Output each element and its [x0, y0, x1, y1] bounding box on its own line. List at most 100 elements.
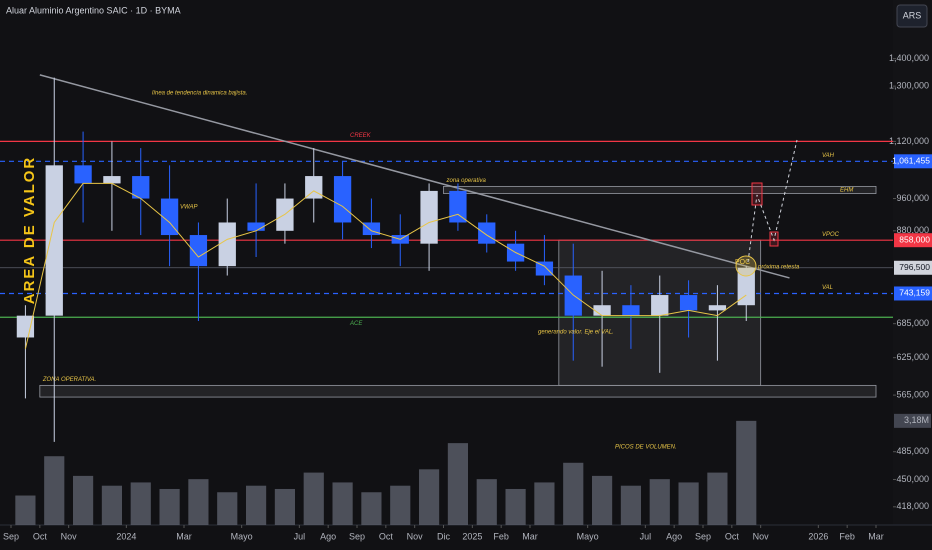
volume-bar — [649, 479, 670, 525]
candle-body — [679, 295, 698, 311]
projection-box — [751, 182, 763, 206]
x-tick-label: Oct — [725, 531, 740, 541]
volume-bar — [418, 469, 440, 525]
candle-body — [478, 222, 496, 244]
candle-body — [593, 305, 611, 316]
volume-label: 3,18M — [904, 415, 929, 425]
volume-bar — [534, 482, 555, 525]
volume-bar — [505, 488, 526, 525]
price-label-bg — [894, 233, 932, 248]
x-tick-label: 2024 — [116, 531, 136, 541]
volume-bar — [736, 420, 757, 525]
x-tick-label: Ago — [666, 531, 682, 541]
candle-body — [305, 176, 323, 199]
y-tick-label: 1,120,000 — [889, 136, 929, 146]
level-name: VAH — [822, 153, 835, 159]
ehm-label: EHM — [840, 188, 853, 194]
x-tick-label: Mayo — [231, 531, 253, 541]
x-tick-label: Nov — [407, 531, 424, 541]
candle-body — [189, 235, 208, 267]
vwap-line — [24, 182, 747, 349]
retest-label: próxima retesta — [757, 265, 800, 271]
candle-body — [74, 165, 92, 184]
poc-marker — [735, 255, 757, 277]
zone-label: zona operativa — [446, 178, 487, 184]
y-tick-label: 1,400,000 — [889, 53, 929, 63]
x-tick-label: Oct — [379, 531, 394, 541]
y-tick-label: 960,000 — [896, 193, 929, 203]
volume-bar — [332, 482, 353, 525]
trend-annotation: línea de tendencia dinamica bajista. — [152, 91, 247, 97]
y-tick-label: 625,000 — [896, 352, 929, 362]
x-tick-label: Nov — [61, 531, 78, 541]
level-name: CREEK — [350, 133, 372, 139]
volume-bar — [678, 482, 699, 525]
vwap-label: VWAP — [180, 205, 198, 211]
price-label: 858,000 — [899, 234, 930, 244]
price-label: 796,500 — [899, 262, 930, 272]
projection-path — [747, 139, 798, 263]
y-tick-label: 485,000 — [896, 446, 929, 456]
volume-bar — [361, 492, 382, 525]
volume-bar — [15, 495, 36, 525]
x-tick-label: 2025 — [462, 531, 482, 541]
candle-body — [160, 198, 179, 236]
volume-bar — [130, 482, 151, 525]
price-label: 1,061,455 — [892, 156, 930, 166]
candle-body — [45, 165, 63, 316]
currency-label: ARS — [903, 10, 922, 20]
volume-label-bg — [894, 413, 931, 428]
volume-bar — [217, 492, 238, 525]
x-tick-label: Jul — [294, 531, 306, 541]
volume-bar — [245, 485, 267, 525]
candle-body — [16, 315, 35, 338]
price-label-bg — [894, 154, 932, 169]
y-tick-label: 685,000 — [896, 318, 929, 328]
candle-body — [622, 305, 640, 316]
zone-box — [443, 185, 877, 194]
trendline — [39, 74, 790, 279]
y-tick-label: 1,300,000 — [889, 81, 929, 91]
candle-body — [737, 267, 755, 306]
x-tick-label: Mar — [868, 531, 884, 541]
x-tick-label: Ago — [320, 531, 336, 541]
y-tick-label: 418,000 — [896, 501, 929, 511]
x-tick-label: Jul — [640, 531, 652, 541]
volume-bar — [159, 488, 180, 525]
level-name: VAL — [822, 285, 833, 291]
value-note: generando valor. Eje el VAL. — [538, 330, 614, 336]
y-tick-label: 450,000 — [896, 474, 929, 484]
x-tick-label: 2026 — [808, 531, 828, 541]
poc-label: POC — [735, 259, 750, 266]
candle-body — [103, 176, 121, 184]
zone-label: ZONA OPERATIVA. — [42, 377, 96, 383]
level-name: ACE — [349, 321, 363, 327]
currency-button[interactable] — [896, 4, 928, 28]
candle-body — [247, 222, 265, 231]
candle-body — [420, 190, 438, 244]
x-tick-label: Sep — [695, 531, 711, 541]
candle-body — [535, 261, 554, 276]
candle-body — [218, 222, 236, 267]
level-name: VPOC — [822, 232, 840, 238]
volume-note: PICOS DE VOLUMEN. — [615, 445, 677, 451]
x-tick-label: Mayo — [577, 531, 599, 541]
candle-body — [708, 305, 727, 311]
candle-body — [132, 176, 150, 199]
volume-bar — [274, 488, 296, 525]
x-tick-label: Nov — [753, 531, 770, 541]
volume-bar — [476, 479, 497, 525]
candle-body — [362, 222, 381, 236]
volume-bar — [303, 472, 324, 525]
volume-bar — [101, 485, 123, 525]
volume-bar — [390, 485, 411, 525]
volume-bar — [563, 462, 584, 525]
zone-box — [39, 384, 877, 398]
y-tick-label: 880,000 — [896, 225, 929, 235]
x-tick-label: Mar — [176, 531, 192, 541]
x-tick-label: Dic — [437, 531, 450, 541]
x-tick-label: Sep — [3, 531, 19, 541]
volume-bar — [707, 472, 728, 525]
